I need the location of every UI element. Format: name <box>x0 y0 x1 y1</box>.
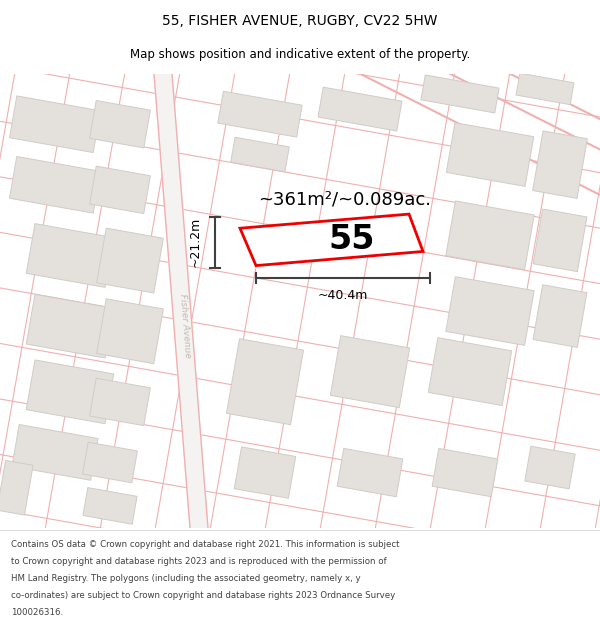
Polygon shape <box>83 442 137 483</box>
Text: Map shows position and indicative extent of the property.: Map shows position and indicative extent… <box>130 48 470 61</box>
Polygon shape <box>26 360 114 424</box>
Polygon shape <box>10 96 101 152</box>
Polygon shape <box>446 201 534 269</box>
Polygon shape <box>421 75 499 113</box>
Polygon shape <box>0 461 33 515</box>
Text: Contains OS data © Crown copyright and database right 2021. This information is : Contains OS data © Crown copyright and d… <box>11 540 400 549</box>
Polygon shape <box>89 101 151 148</box>
Polygon shape <box>218 91 302 137</box>
Polygon shape <box>89 378 151 426</box>
Polygon shape <box>337 448 403 497</box>
Polygon shape <box>525 446 575 489</box>
Polygon shape <box>231 138 289 172</box>
Polygon shape <box>83 488 137 524</box>
Polygon shape <box>318 87 402 131</box>
Polygon shape <box>89 166 151 214</box>
Text: 100026316.: 100026316. <box>11 608 63 616</box>
Polygon shape <box>533 131 587 198</box>
Polygon shape <box>154 74 208 528</box>
Polygon shape <box>533 285 587 348</box>
Text: 55: 55 <box>329 223 375 256</box>
Polygon shape <box>26 294 114 358</box>
Text: ~361m²/~0.089ac.: ~361m²/~0.089ac. <box>259 191 431 209</box>
Polygon shape <box>240 214 423 266</box>
Polygon shape <box>533 209 587 272</box>
Polygon shape <box>97 299 163 364</box>
Polygon shape <box>10 156 101 213</box>
Text: Fisher Avenue: Fisher Avenue <box>178 294 192 359</box>
Text: ~40.4m: ~40.4m <box>318 289 368 302</box>
Polygon shape <box>97 228 163 293</box>
Polygon shape <box>516 73 574 104</box>
Text: to Crown copyright and database rights 2023 and is reproduced with the permissio: to Crown copyright and database rights 2… <box>11 557 386 566</box>
Text: 55, FISHER AVENUE, RUGBY, CV22 5HW: 55, FISHER AVENUE, RUGBY, CV22 5HW <box>162 14 438 28</box>
Polygon shape <box>226 339 304 425</box>
Polygon shape <box>446 122 534 186</box>
Text: co-ordinates) are subject to Crown copyright and database rights 2023 Ordnance S: co-ordinates) are subject to Crown copyr… <box>11 591 395 599</box>
Polygon shape <box>428 338 512 406</box>
Text: ~21.2m: ~21.2m <box>188 217 202 268</box>
Polygon shape <box>432 448 498 497</box>
Polygon shape <box>331 336 410 408</box>
Polygon shape <box>12 424 98 480</box>
Text: HM Land Registry. The polygons (including the associated geometry, namely x, y: HM Land Registry. The polygons (includin… <box>11 574 361 582</box>
Polygon shape <box>446 277 534 346</box>
Polygon shape <box>234 447 296 498</box>
Polygon shape <box>26 224 114 288</box>
